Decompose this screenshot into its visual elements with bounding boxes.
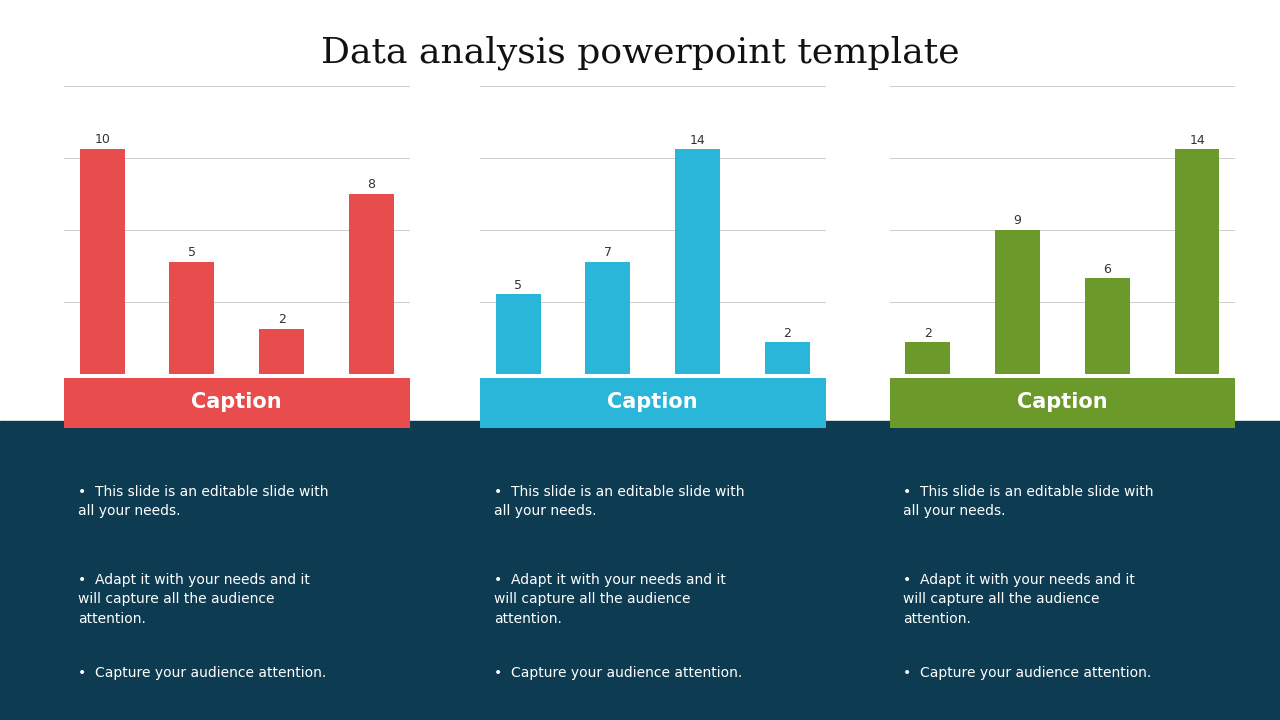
Text: 10: 10	[95, 133, 110, 146]
FancyBboxPatch shape	[865, 378, 1260, 428]
Text: •  This slide is an editable slide with
all your needs.: • This slide is an editable slide with a…	[494, 485, 745, 518]
Text: •  This slide is an editable slide with
all your needs.: • This slide is an editable slide with a…	[904, 485, 1155, 518]
Bar	[1085, 278, 1130, 374]
Text: 2: 2	[924, 327, 932, 340]
Bar	[905, 342, 950, 374]
Text: 7: 7	[604, 246, 612, 259]
Text: Caption: Caption	[1018, 392, 1107, 412]
Text: 2: 2	[278, 313, 285, 326]
Text: 5: 5	[188, 246, 196, 258]
Bar	[995, 230, 1039, 374]
Bar	[676, 149, 721, 374]
Bar	[349, 194, 394, 374]
Bar	[79, 149, 124, 374]
Text: •  Adapt it with your needs and it
will capture all the audience
attention.: • Adapt it with your needs and it will c…	[78, 573, 310, 626]
Text: Caption: Caption	[608, 392, 698, 412]
Bar	[585, 262, 630, 374]
X-axis label: Axis Title: Axis Title	[209, 380, 265, 393]
X-axis label: Axis Title: Axis Title	[1034, 380, 1091, 393]
Bar	[169, 262, 214, 374]
Bar	[495, 294, 540, 374]
Text: •  Capture your audience attention.: • Capture your audience attention.	[78, 666, 326, 680]
Text: •  Capture your audience attention.: • Capture your audience attention.	[494, 666, 742, 680]
Text: •  Adapt it with your needs and it
will capture all the audience
attention.: • Adapt it with your needs and it will c…	[494, 573, 726, 626]
Text: 6: 6	[1103, 263, 1111, 276]
FancyBboxPatch shape	[40, 378, 434, 428]
Bar	[765, 342, 810, 374]
X-axis label: Axis Title: Axis Title	[625, 380, 681, 393]
Text: 9: 9	[1014, 215, 1021, 228]
Text: Data analysis powerpoint template: Data analysis powerpoint template	[321, 36, 959, 71]
Text: 5: 5	[515, 279, 522, 292]
Bar	[1175, 149, 1220, 374]
Bar	[260, 330, 305, 374]
Text: 14: 14	[1189, 134, 1204, 147]
Text: •  Adapt it with your needs and it
will capture all the audience
attention.: • Adapt it with your needs and it will c…	[904, 573, 1135, 626]
Text: •  Capture your audience attention.: • Capture your audience attention.	[904, 666, 1152, 680]
FancyBboxPatch shape	[456, 378, 850, 428]
Text: 8: 8	[367, 178, 375, 191]
Text: 14: 14	[690, 134, 705, 147]
Text: 2: 2	[783, 327, 791, 340]
Text: Caption: Caption	[192, 392, 282, 412]
Text: •  This slide is an editable slide with
all your needs.: • This slide is an editable slide with a…	[78, 485, 329, 518]
